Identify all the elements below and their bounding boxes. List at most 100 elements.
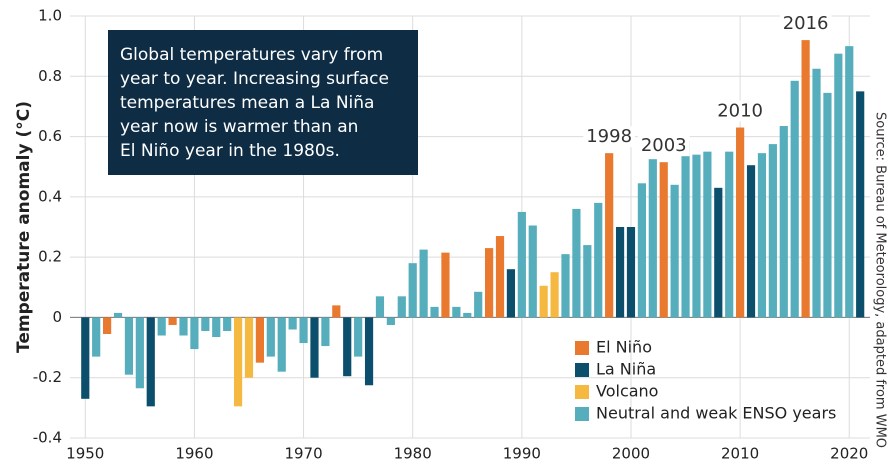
- bar: [244, 317, 254, 378]
- bar: [288, 317, 297, 330]
- legend-label: El Niño: [596, 338, 652, 357]
- bar: [714, 187, 723, 318]
- bar: [845, 46, 854, 318]
- bar: [179, 317, 188, 336]
- y-tick-label: 0.4: [38, 187, 62, 205]
- x-tick-label: 2010: [721, 445, 759, 463]
- bar: [113, 312, 123, 318]
- source: Source: Bureau of Meteorology, adapted f…: [873, 112, 888, 448]
- bar: [321, 317, 330, 347]
- bar: [146, 317, 155, 407]
- bar: [233, 317, 243, 407]
- bar: [637, 183, 646, 318]
- x-tick-label: 2020: [830, 445, 868, 463]
- callout-text: temperatures mean a La Niña: [120, 93, 374, 113]
- bar: [354, 317, 363, 357]
- bar: [605, 153, 614, 318]
- legend-label: Volcano: [596, 382, 658, 401]
- bar: [615, 227, 625, 318]
- bar: [812, 68, 821, 318]
- x-tick-label: 1980: [394, 445, 432, 463]
- bar: [386, 317, 395, 325]
- bar: [648, 159, 657, 318]
- bar: [561, 254, 570, 318]
- callout-box: [108, 30, 418, 175]
- x-tick-label: 1960: [175, 445, 213, 463]
- bar: [157, 317, 166, 336]
- bar: [594, 202, 603, 318]
- bar: [670, 184, 679, 318]
- legend-label: La Niña: [596, 360, 656, 379]
- y-tick-label: -0.4: [33, 429, 62, 447]
- bar: [692, 154, 701, 318]
- bar: [583, 245, 592, 318]
- bar: [517, 211, 526, 318]
- bar: [746, 165, 756, 318]
- bar: [725, 151, 734, 318]
- bar: [463, 312, 472, 318]
- bar: [201, 317, 210, 331]
- bar: [92, 317, 101, 357]
- x-tick-label: 1990: [503, 445, 541, 463]
- bar: [364, 317, 374, 386]
- bar: [790, 80, 799, 318]
- y-tick-label: 1.0: [38, 7, 62, 25]
- bar: [124, 317, 134, 375]
- bar: [375, 296, 385, 318]
- annotation-bg: [779, 13, 832, 35]
- bar: [495, 236, 505, 318]
- annotation: 2016: [783, 13, 829, 34]
- bar: [659, 162, 668, 318]
- callout-text: Global temperatures vary from: [120, 45, 383, 65]
- x-tick-label: 1970: [284, 445, 322, 463]
- bar: [823, 92, 832, 318]
- bar: [441, 252, 450, 318]
- annotation-bg: [583, 126, 636, 148]
- bar: [343, 317, 352, 377]
- annotation: 2003: [641, 135, 687, 156]
- bar: [485, 248, 494, 318]
- bar: [223, 317, 232, 331]
- callout-text: year to year. Increasing surface: [120, 69, 389, 89]
- bar: [626, 227, 636, 318]
- bar: [408, 263, 417, 318]
- bar: [703, 151, 712, 318]
- x-tick-label: 1950: [66, 445, 104, 463]
- bar: [506, 269, 516, 318]
- annotation-bg: [714, 100, 767, 122]
- legend-swatch: [575, 341, 589, 355]
- bar: [103, 317, 112, 335]
- annotation: 2010: [717, 101, 763, 122]
- bar: [452, 306, 461, 318]
- y-tick-label: 0: [52, 308, 62, 326]
- legend-label: Neutral and weak ENSO years: [596, 404, 836, 423]
- bar: [681, 141, 690, 318]
- bar: [528, 225, 537, 318]
- legend-swatch: [575, 407, 589, 421]
- bar: [572, 208, 581, 318]
- annotation: 1998: [586, 126, 632, 147]
- legend-swatch: [575, 385, 589, 399]
- bar: [736, 127, 745, 318]
- bar: [430, 306, 439, 318]
- bar: [212, 317, 221, 338]
- y-tick-label: 0.6: [38, 127, 62, 145]
- annotation-bg: [637, 135, 690, 157]
- y-tick-label: 0.8: [38, 67, 62, 85]
- callout-text: year now is warmer than an: [120, 117, 358, 137]
- bar: [474, 291, 483, 318]
- y-tick-label: -0.2: [33, 368, 62, 386]
- bar: [255, 317, 264, 363]
- bar: [834, 53, 843, 318]
- bar: [397, 296, 406, 318]
- bar: [277, 317, 286, 372]
- callout-text: El Niño year in the 1980s.: [120, 141, 340, 161]
- bar: [779, 126, 788, 318]
- bar: [168, 317, 177, 325]
- bar: [757, 153, 767, 318]
- bar: [190, 317, 199, 350]
- x-tick-label: 2000: [612, 445, 650, 463]
- bar: [81, 317, 90, 399]
- y-axis-label: Temperature anomaly (°C): [14, 101, 34, 353]
